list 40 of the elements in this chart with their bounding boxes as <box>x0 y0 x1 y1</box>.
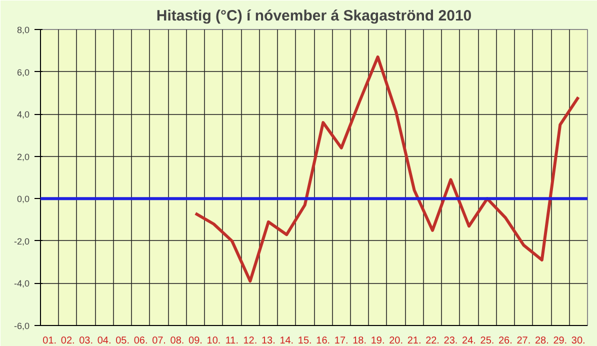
y-tick-label: 6,0 <box>16 67 30 78</box>
x-tick-label: 04. <box>97 336 112 346</box>
x-tick-label: 15. <box>298 336 312 346</box>
x-tick-label: 11. <box>225 336 239 346</box>
x-tick-label: 06. <box>134 336 148 346</box>
x-tick-label: 09. <box>188 336 202 346</box>
y-tick-label: 4,0 <box>16 110 30 120</box>
x-tick-label: 10. <box>206 336 221 346</box>
y-tick-label: 2,0 <box>16 152 30 162</box>
x-tick-label: 18. <box>352 336 367 346</box>
x-tick-label: 21. <box>407 336 422 346</box>
x-tick-label: 07. <box>152 336 166 346</box>
x-tick-label: 20. <box>389 336 404 346</box>
x-tick-label: 16. <box>316 336 330 346</box>
line-series <box>194 55 580 283</box>
x-tick-label: 12. <box>243 336 258 346</box>
x-tick-label: 14. <box>280 336 294 346</box>
y-tick-label: 8,0 <box>16 25 30 35</box>
y-tick-label: -4,0 <box>14 278 30 289</box>
x-tick-label: 03. <box>79 336 94 346</box>
x-tick-label: 13. <box>261 336 276 346</box>
x-tick-label: 05. <box>116 336 130 346</box>
x-tick-label: 19. <box>370 336 385 346</box>
y-tick-label: 0,0 <box>16 194 30 204</box>
chart-title: Hitastig (°C) í nóvember á Skagaströnd 2010 <box>156 8 472 24</box>
x-tick-label: 08. <box>170 336 184 346</box>
y-tick-label: -6,0 <box>14 321 30 331</box>
y-tick-label: -2,0 <box>14 236 30 246</box>
x-tick-label: 28. <box>534 336 549 346</box>
x-tick-label: 30. <box>571 336 586 346</box>
x-tick-label: 25. <box>480 336 494 346</box>
x-tick-label: 23. <box>444 336 458 346</box>
x-tick-label: 01. <box>42 336 57 346</box>
x-tick-label: 29. <box>553 336 568 346</box>
x-tick-label: 17. <box>334 336 348 346</box>
x-tick-label: 27. <box>516 336 531 346</box>
x-tick-label: 02. <box>60 336 75 346</box>
x-tick-label: 22. <box>426 336 440 346</box>
x-tick-label: 26. <box>498 336 512 346</box>
x-tick-label: 24. <box>462 336 476 346</box>
